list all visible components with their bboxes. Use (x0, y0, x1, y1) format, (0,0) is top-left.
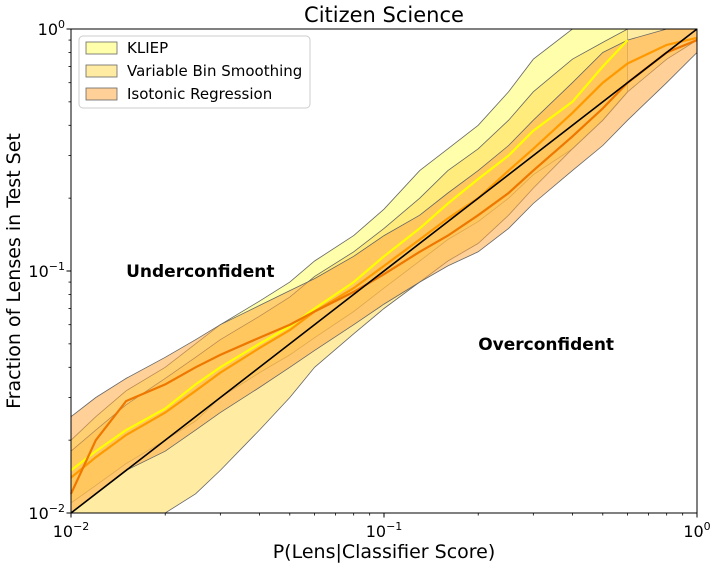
x-tick-label: 10−1 (366, 520, 403, 541)
tick-layer: 10−2 10−1 100 10−2 10−1 100 (28, 18, 710, 541)
chart-title: Citizen Science (304, 3, 464, 27)
x-axis-label: P(Lens|Classifier Score) (273, 541, 496, 563)
y-tick-label: 10−1 (28, 260, 65, 281)
legend-swatch-0 (85, 41, 118, 55)
median-layer (70, 36, 698, 495)
legend: KLIEP Variable Bin Smoothing Isotonic Regr… (78, 35, 311, 109)
legend-label-0: KLIEP (127, 39, 168, 57)
legend-swatch-1 (85, 64, 118, 78)
x-tick-label: 10−2 (53, 520, 90, 541)
annotation-1: Overconfident (478, 335, 614, 355)
reference-line (70, 28, 698, 514)
y-axis-label: Fraction of Lenses in Test Set (3, 133, 25, 409)
annotation-layer: Underconfident Overconfident (126, 262, 614, 355)
legend-box (78, 35, 311, 109)
median-line-0 (70, 39, 629, 472)
legend-label-2: Isotonic Regression (127, 85, 272, 103)
median-line-1 (70, 36, 698, 479)
median-line-2 (70, 39, 698, 495)
y-tick-label: 100 (38, 18, 65, 39)
x-tick-label: 100 (683, 520, 710, 541)
y-tick-label: 10−2 (28, 502, 65, 523)
legend-label-1: Variable Bin Smoothing (127, 62, 302, 80)
legend-swatch-2 (85, 87, 118, 101)
annotation-0: Underconfident (126, 262, 274, 282)
